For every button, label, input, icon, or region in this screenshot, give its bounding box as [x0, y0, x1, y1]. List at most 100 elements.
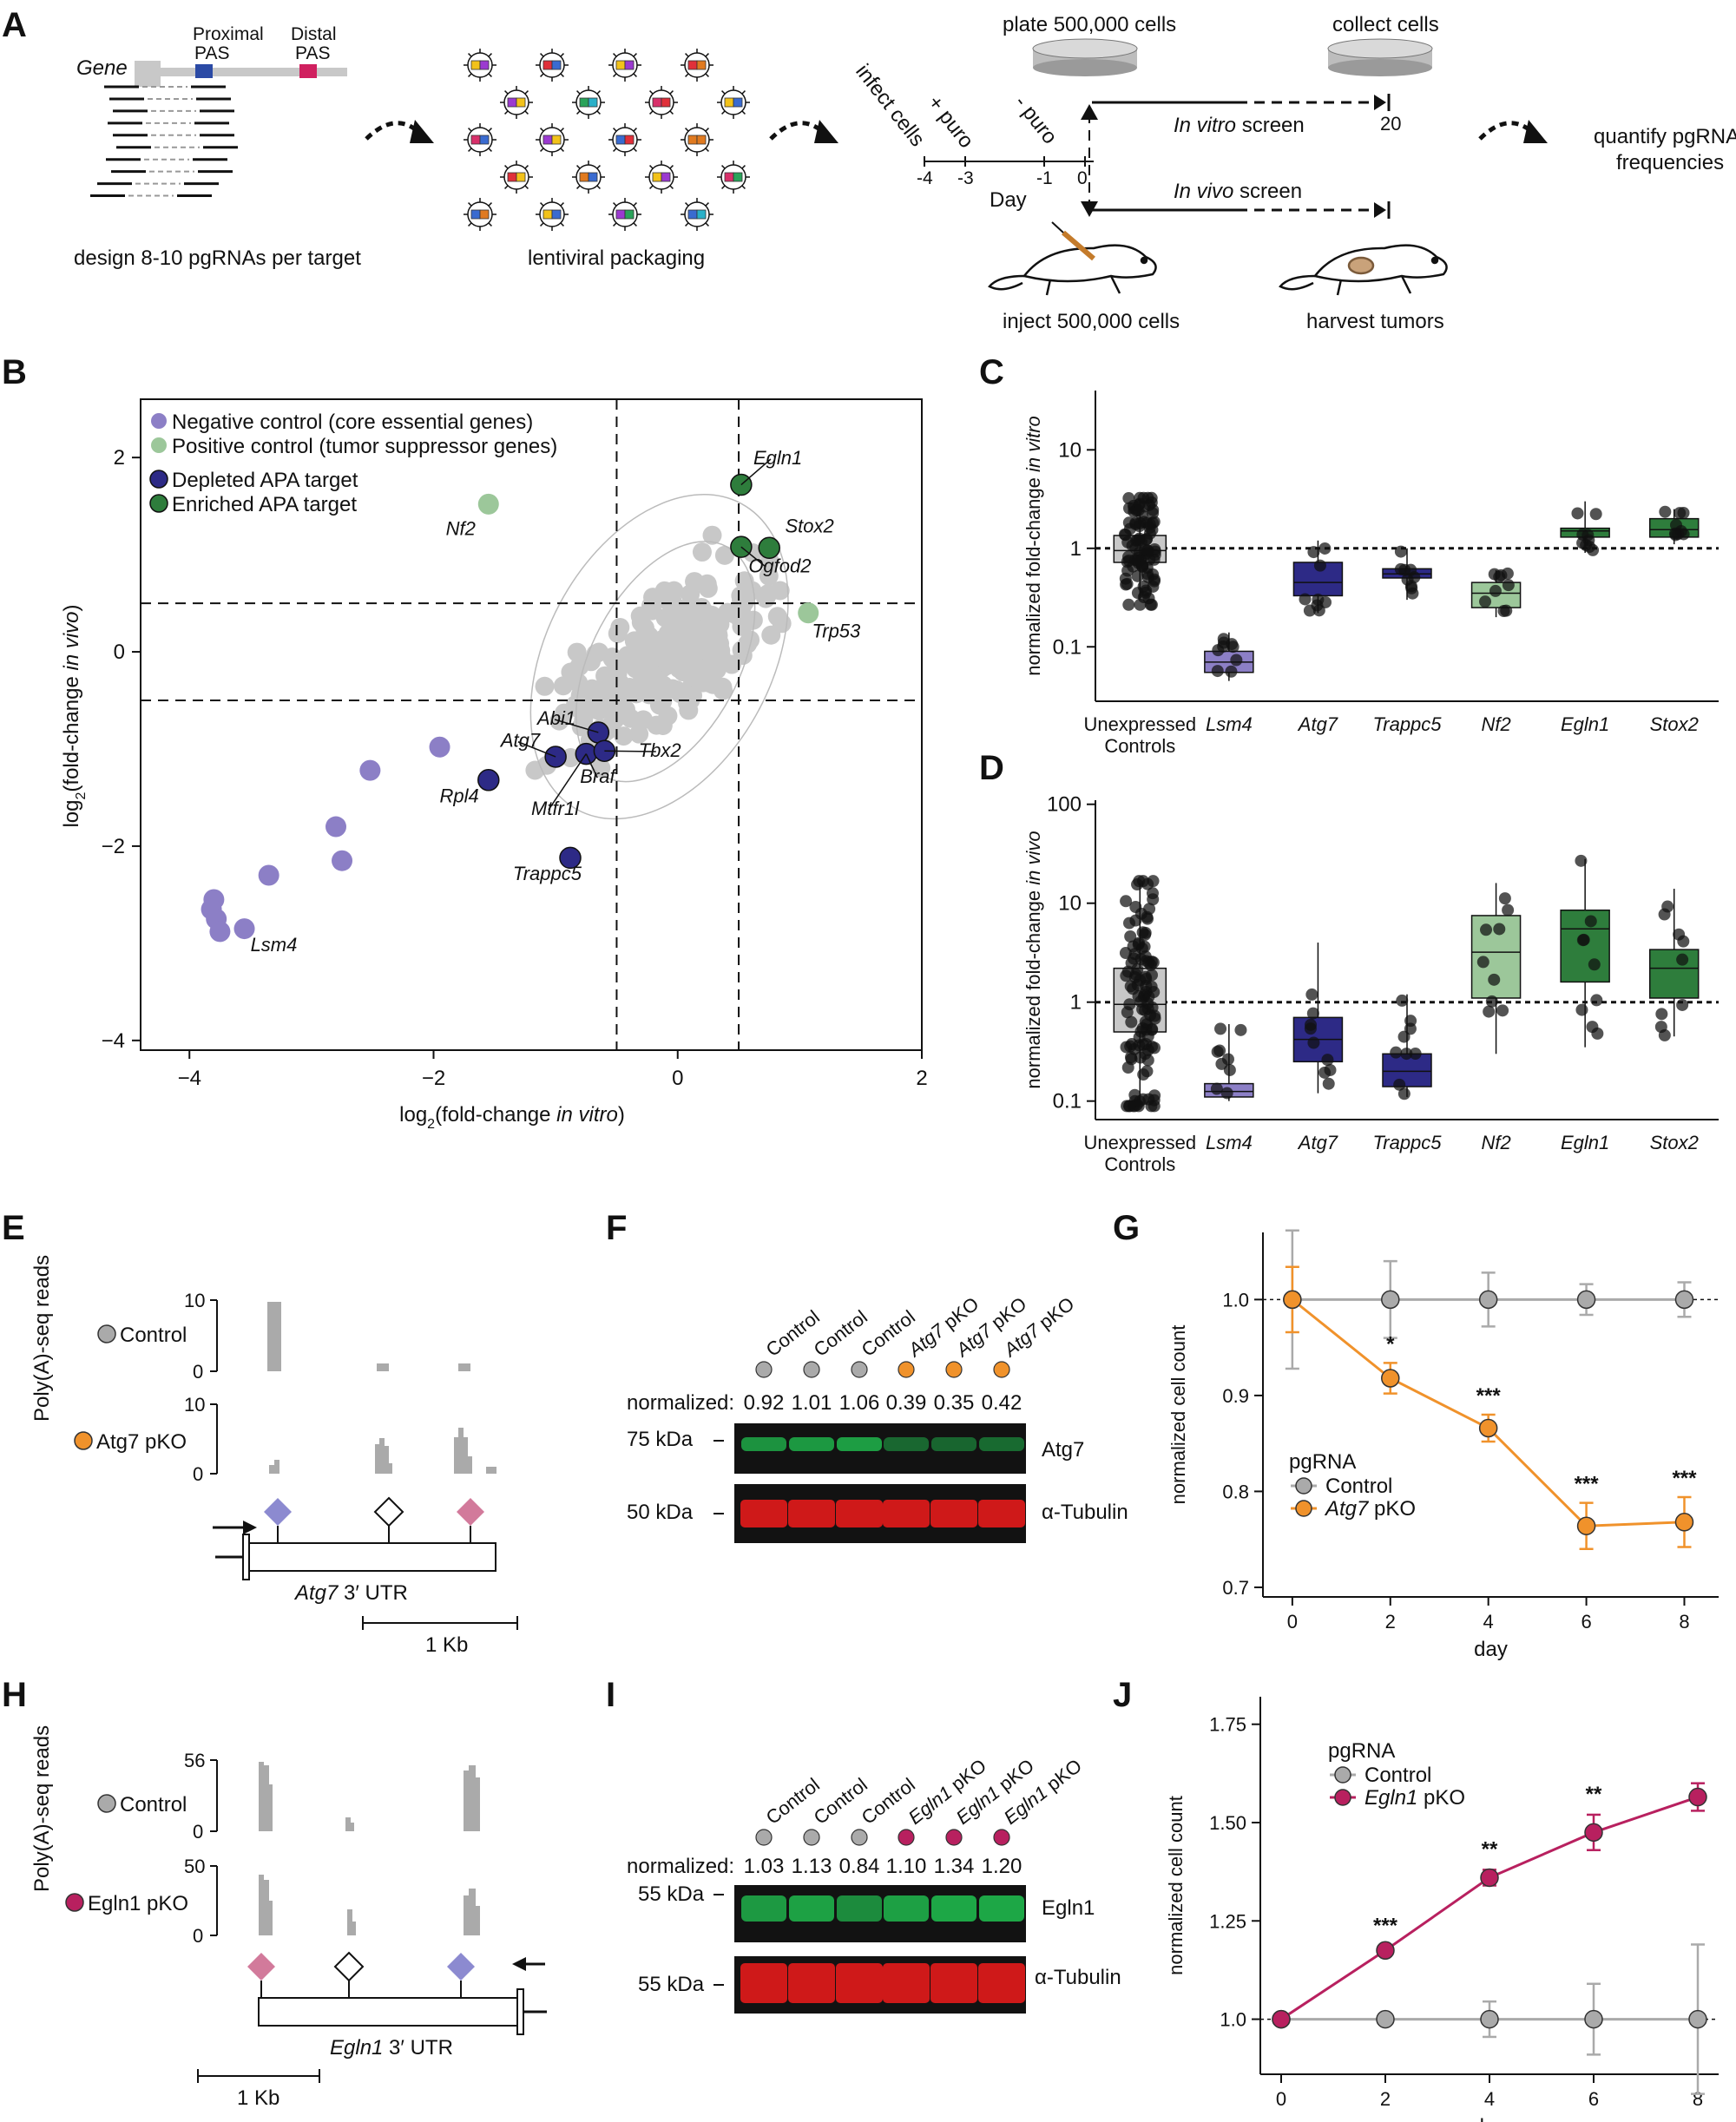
data-point	[1133, 936, 1146, 949]
background-gene-point	[653, 648, 673, 668]
y-tick-label: 1.0	[1222, 1289, 1249, 1311]
data-point	[1589, 508, 1602, 521]
spike	[649, 110, 654, 115]
spike	[613, 148, 617, 152]
data-point	[1134, 995, 1147, 1008]
cargo	[470, 209, 481, 220]
spike	[488, 222, 492, 227]
y-axis-label: normalized cell count	[1165, 1796, 1187, 1975]
data-point	[1502, 579, 1515, 592]
track-marker	[65, 1893, 84, 1912]
data-point	[1584, 2009, 1603, 2029]
cargo	[615, 209, 626, 220]
timeline-tick-label: 0	[1077, 168, 1088, 188]
virus-particle-icon	[500, 161, 533, 194]
arrow-left-icon	[512, 1957, 526, 1971]
spike	[540, 202, 544, 207]
data-point	[1322, 1077, 1335, 1090]
track-ymax: 56	[184, 1750, 205, 1771]
x-tick-label: 2	[916, 1067, 927, 1090]
scatter-point	[758, 536, 780, 560]
legend-label-suffix: pKO	[1368, 1497, 1416, 1521]
data-point	[1305, 1018, 1318, 1031]
x-tick-label: 2	[1380, 2088, 1391, 2110]
lane-label: Control	[858, 1774, 919, 1829]
scatter-legend: Negative control (core essential genes) …	[149, 411, 557, 516]
utr-box	[248, 1542, 496, 1572]
data-point	[1404, 563, 1417, 576]
scatter-point	[429, 736, 450, 758]
data-point	[1214, 1022, 1227, 1035]
background-gene-point	[595, 666, 615, 686]
blot-band	[740, 1963, 787, 2003]
virus-particle-icon	[681, 49, 713, 82]
collect-caption: collect cells	[1332, 13, 1439, 36]
gene-exon	[135, 61, 161, 87]
legend-label: Negative control (core essential genes)	[172, 411, 533, 434]
virus-particle-icon	[572, 86, 605, 119]
legend-label-suffix: Control	[1364, 1764, 1431, 1787]
data-point	[1677, 506, 1690, 519]
blot-band	[741, 1437, 786, 1451]
data-point	[1141, 1029, 1154, 1042]
data-point	[1677, 935, 1690, 948]
band-name: α-Tubulin	[1035, 1966, 1121, 1989]
panel-label-h: H	[2, 1676, 27, 1714]
harvest-caption: harvest tumors	[1306, 310, 1444, 333]
scatter-point	[332, 850, 353, 871]
y-tick-label: 0	[114, 641, 125, 664]
plate-caption: plate 500,000 cells	[1003, 13, 1176, 36]
data-point	[1394, 545, 1407, 558]
background-gene-point	[646, 668, 666, 688]
series-line	[1280, 1796, 1699, 2020]
gene-label: Trp53	[812, 620, 861, 641]
data-point	[1590, 994, 1603, 1007]
spike	[488, 53, 492, 57]
spike	[741, 90, 746, 95]
blot-band-green	[734, 1885, 1026, 1942]
track-ymin: 0	[193, 1821, 203, 1843]
virus-particle-icon	[681, 198, 713, 231]
data-point	[1485, 995, 1498, 1008]
panel-label-b: B	[2, 353, 27, 391]
cargo	[579, 172, 589, 182]
data-point	[1134, 953, 1147, 966]
scatter-point	[477, 769, 500, 792]
data-point	[1321, 1054, 1334, 1067]
cargo	[733, 172, 743, 182]
band-kda: 55 kDa	[638, 1882, 705, 1906]
lane-marker	[945, 1829, 963, 1846]
data-point	[1498, 892, 1511, 905]
virus-particle-icon	[645, 161, 678, 194]
normalized-label: normalized:	[627, 1391, 734, 1415]
spike	[576, 165, 581, 169]
cargo	[507, 97, 517, 108]
data-point	[1396, 994, 1409, 1007]
category-label: Trappc5	[1372, 713, 1442, 735]
category-label: Lsm4	[1206, 1132, 1253, 1153]
data-point	[1654, 1021, 1667, 1034]
data-point	[1584, 1823, 1603, 1843]
data-point	[1122, 554, 1135, 567]
legend-label: Atg7 pKO	[1324, 1497, 1416, 1521]
panel-label-d: D	[979, 749, 1004, 787]
y-tick-label: 10	[1058, 438, 1082, 462]
normalized-values: 0.92 1.01 1.06 0.39 0.35 0.42	[744, 1391, 1023, 1415]
significance-marker: ***	[1476, 1384, 1502, 1408]
data-point	[1225, 665, 1238, 678]
lentiviral-particles	[464, 49, 750, 231]
data-point	[1217, 640, 1230, 653]
spike	[721, 110, 726, 115]
panel-label-e: E	[2, 1209, 25, 1247]
data-point	[1404, 1022, 1417, 1035]
y-tick-label: 1	[1070, 537, 1082, 561]
gene-label-leader	[554, 719, 599, 733]
y-axis-label-part: in vivo	[60, 611, 83, 670]
data-point	[1129, 516, 1142, 529]
data-point	[1404, 580, 1417, 593]
distal-pas-site	[299, 64, 317, 78]
spike	[560, 222, 564, 227]
track-ymin: 0	[193, 1925, 203, 1947]
gene-label: Mtfr1l	[531, 798, 580, 819]
panel-label-a: A	[2, 6, 27, 44]
